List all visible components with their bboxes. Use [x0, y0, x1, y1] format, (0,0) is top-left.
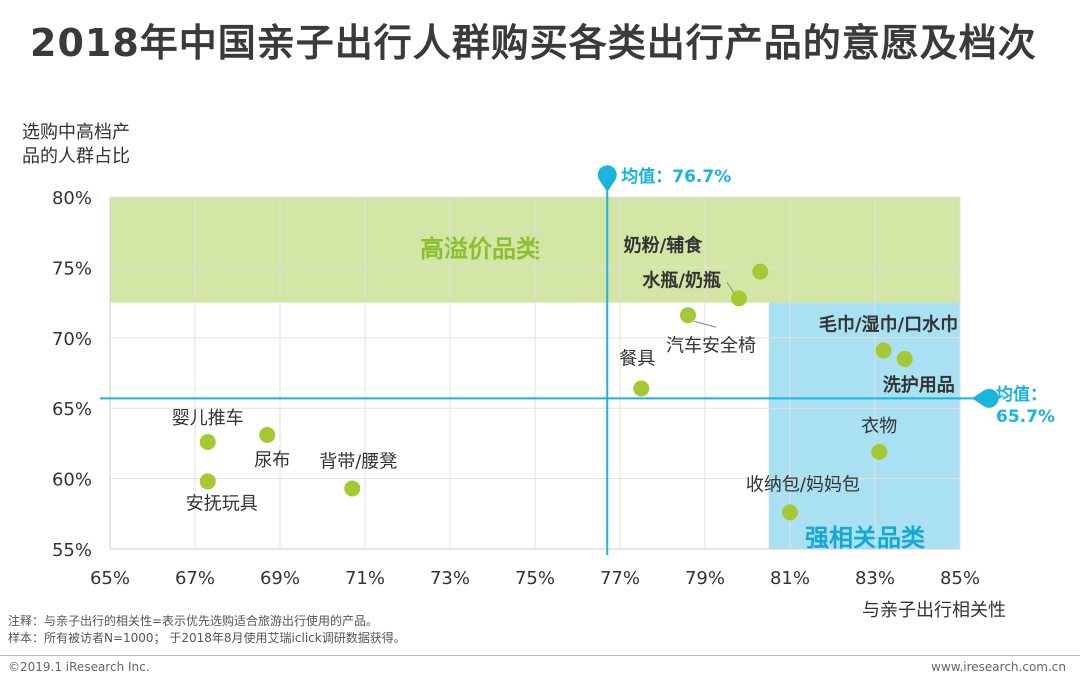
zone-strong-related: [768, 302, 960, 549]
mean-x-pin-icon: [597, 165, 617, 192]
y-tick-label: 75%: [52, 258, 92, 279]
data-point-label: 尿布: [254, 450, 290, 471]
data-point-label: 奶粉/辅食: [624, 235, 704, 257]
mean-y-pin-icon: [972, 388, 999, 408]
y-tick-label: 65%: [52, 399, 92, 420]
data-point: [731, 290, 747, 307]
ticks-layer: 65% 67% 69% 71% 73% 75% 77% 79% 81% 83% 85% 55% 60% 6…: [52, 188, 980, 589]
point-leader-line: [693, 320, 717, 328]
zone-label-high-premium: 高溢价品类: [420, 235, 541, 263]
chart-title: 2018年中国亲子出行人群购买各类出行产品的意愿及档次: [30, 21, 1037, 65]
x-tick-label: 85%: [940, 568, 980, 589]
point-leader-line: [726, 282, 736, 295]
mean-x-label: 均值：76.7%: [621, 166, 731, 187]
y-axis-label: 选购中高档产 品的人群占比: [22, 121, 162, 169]
mean-lines-layer: 均值：76.7% 均值：65.7%: [100, 165, 1055, 555]
x-axis-label: 与亲子出行相关性: [862, 600, 1006, 621]
data-point: [752, 263, 769, 280]
data-point-label: 水瓶/奶瓶: [642, 269, 721, 291]
note-sample: 样本：所有被访者N=1000； 于2018年8月使用艾瑞iclick调研数据获得…: [8, 631, 406, 645]
data-point: [875, 342, 892, 359]
x-tick-label: 67%: [175, 568, 215, 589]
x-tick-label: 69%: [260, 568, 300, 589]
x-tick-label: 83%: [855, 568, 895, 589]
x-tick-label: 77%: [600, 568, 640, 589]
note-correlation: 注释：与亲子出行的相关性=表示优先选购适合旅游出行使用的产品。: [8, 614, 379, 628]
data-point-label: 安抚玩具: [186, 493, 258, 514]
data-point-label: 汽车安全椅: [666, 335, 756, 356]
data-point-label: 餐具: [619, 348, 655, 369]
x-tick-label: 75%: [515, 568, 555, 589]
data-point: [344, 480, 361, 497]
footer-copyright: ©2019.1 iResearch Inc.: [8, 660, 150, 674]
data-point: [680, 307, 696, 324]
x-tick-label: 65%: [90, 568, 130, 589]
data-point: [199, 433, 216, 450]
zone-label-strong-related: 强相关品类: [805, 524, 926, 552]
x-tick-label: 73%: [430, 568, 470, 589]
data-point: [871, 443, 888, 460]
data-point-label: 收纳包/妈妈包: [746, 474, 860, 495]
y-tick-label: 55%: [52, 540, 92, 561]
data-point: [259, 426, 276, 443]
x-tick-label: 79%: [685, 568, 725, 589]
data-point-label: 背带/腰凳: [319, 451, 397, 472]
mean-y-label-line2: 65.7%: [996, 407, 1055, 427]
footer-website: www.iresearch.com.cn: [931, 660, 1066, 674]
y-axis-label-line1: 选购中高档产: [22, 122, 130, 143]
x-tick-label: 81%: [770, 568, 810, 589]
data-point: [199, 473, 216, 490]
data-point-label: 衣物: [861, 416, 897, 437]
data-point: [782, 504, 798, 521]
data-point: [896, 350, 913, 367]
grid-layer: [109, 196, 961, 550]
y-axis-label-line2: 品的人群占比: [22, 146, 130, 167]
y-tick-label: 80%: [52, 188, 92, 209]
data-point: [633, 380, 650, 397]
data-point-label: 毛巾/湿巾/口水巾: [819, 313, 958, 335]
x-tick-label: 71%: [345, 568, 385, 589]
footer-divider: [0, 655, 1080, 656]
mean-y-label-line1: 均值：: [996, 384, 1047, 405]
data-point-label: 婴儿推车: [172, 408, 244, 429]
y-tick-label: 70%: [52, 329, 92, 350]
y-tick-label: 60%: [52, 470, 92, 491]
data-point-label: 洗护用品: [883, 374, 955, 396]
